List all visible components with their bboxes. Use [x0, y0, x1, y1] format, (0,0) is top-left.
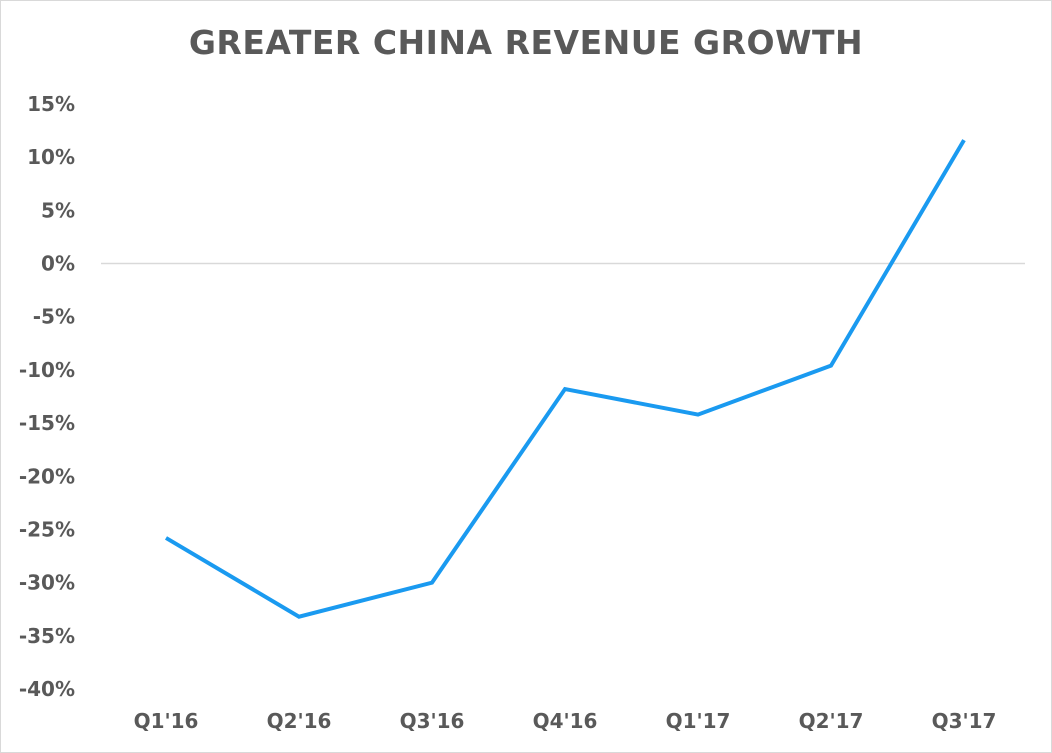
chart-title: GREATER CHINA REVENUE GROWTH: [188, 23, 864, 62]
y-tick-label: 10%: [27, 145, 75, 169]
y-tick-label: -20%: [19, 464, 75, 488]
series-line: [164, 139, 966, 619]
x-tick-label: Q3'16: [400, 709, 465, 733]
y-tick-label: -40%: [19, 677, 75, 701]
y-tick-label: -25%: [19, 517, 75, 541]
series-layer: [164, 139, 966, 619]
y-tick-label: -30%: [19, 571, 75, 595]
x-tick-label: Q3'17: [932, 709, 997, 733]
y-tick-label: 5%: [41, 198, 75, 222]
y-tick-label: -10%: [19, 358, 75, 382]
y-tick-label: -5%: [33, 305, 75, 329]
x-tick-label: Q1'16: [134, 709, 199, 733]
x-tick-label: Q4'16: [533, 709, 598, 733]
x-tick-label: Q1'17: [666, 709, 731, 733]
y-axis: 15% 10% 5% 0% -5% -10% -15% -20% -25% -30% -35% -40…: [19, 92, 1025, 701]
y-tick-label: 0%: [41, 252, 75, 276]
y-tick-label: -15%: [19, 411, 75, 435]
y-tick-label: 15%: [27, 92, 75, 116]
x-axis: Q1'16 Q2'16 Q3'16 Q4'16 Q1'17 Q2'17 Q3'17: [134, 709, 997, 733]
x-tick-label: Q2'17: [799, 709, 864, 733]
x-tick-label: Q2'16: [267, 709, 332, 733]
y-tick-label: -35%: [19, 624, 75, 648]
